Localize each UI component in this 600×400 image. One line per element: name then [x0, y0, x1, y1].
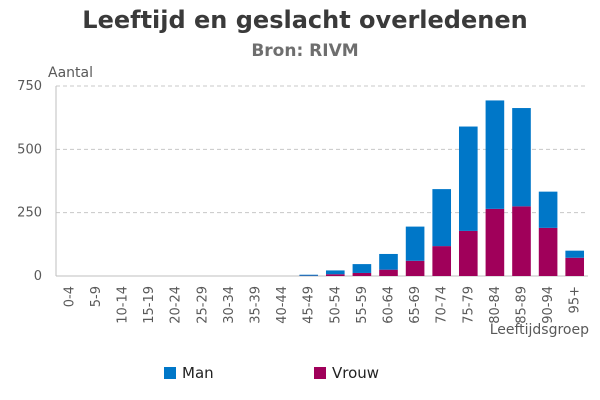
x-tick-label: 40-44 [275, 286, 290, 324]
x-axis-title: Leeftijdsgroep [490, 322, 589, 338]
chart-subtitle: Bron: RIVM [251, 41, 359, 61]
legend-item-man: Man [164, 364, 214, 382]
x-tick-label: 20-24 [169, 286, 184, 324]
bar-man [379, 253, 398, 270]
x-tick-label: 70-74 [435, 286, 450, 324]
bar-man [458, 126, 478, 231]
legend-label-man: Man [182, 364, 214, 382]
legend-label-vrouw: Vrouw [332, 364, 380, 382]
x-tick-label: 5-9 [89, 286, 104, 307]
y-tick-label: 250 [17, 206, 42, 221]
y-axis-title: Aantal [48, 65, 93, 81]
x-tick-label: 90-94 [541, 286, 556, 324]
bar-man [485, 100, 505, 209]
bar-vrouw [512, 206, 531, 276]
x-tick-label: 60-64 [382, 286, 397, 324]
legend-swatch-man [164, 367, 176, 379]
bar-man [299, 274, 319, 276]
bar-man [405, 226, 425, 261]
bar-vrouw [379, 269, 398, 276]
x-tick-label: 65-69 [408, 286, 423, 324]
bar-man [325, 270, 345, 275]
bar-vrouw [405, 260, 425, 276]
bar-vrouw [565, 257, 585, 276]
bar-vrouw [432, 246, 452, 276]
bar-vrouw [325, 274, 345, 276]
x-tick-label: 80-84 [488, 286, 503, 324]
x-tick-label: 0-4 [62, 286, 77, 307]
bar-man [538, 191, 558, 228]
x-tick-label: 25-29 [195, 286, 210, 324]
x-tick-label: 10-14 [116, 286, 131, 324]
bar-man [352, 264, 372, 273]
x-tick-label: 45-49 [302, 286, 317, 324]
bar-vrouw [458, 230, 478, 276]
legend-swatch-vrouw [314, 367, 326, 379]
x-tick-label: 75-79 [461, 286, 476, 324]
y-tick-label: 0 [34, 269, 42, 284]
bar-man [565, 250, 585, 258]
x-tick-label: 35-39 [249, 286, 264, 324]
x-tick-label: 50-54 [328, 286, 343, 324]
x-tick-label: 30-34 [222, 286, 237, 324]
bar-vrouw [485, 208, 505, 276]
x-tick-label: 85-89 [515, 286, 530, 324]
chart-title: Leeftijd en geslacht overledenen [82, 6, 528, 34]
legend-item-vrouw: Vrouw [314, 364, 379, 382]
bar-man [432, 189, 452, 247]
y-tick-label: 750 [17, 79, 42, 94]
bar-man [512, 108, 531, 207]
bar-vrouw [352, 272, 372, 276]
x-tick-label: 95+ [568, 286, 583, 313]
x-tick-label: 55-59 [355, 286, 370, 324]
x-tick-label: 15-19 [142, 286, 157, 324]
bar-vrouw [538, 227, 558, 276]
y-tick-label: 500 [17, 142, 42, 157]
